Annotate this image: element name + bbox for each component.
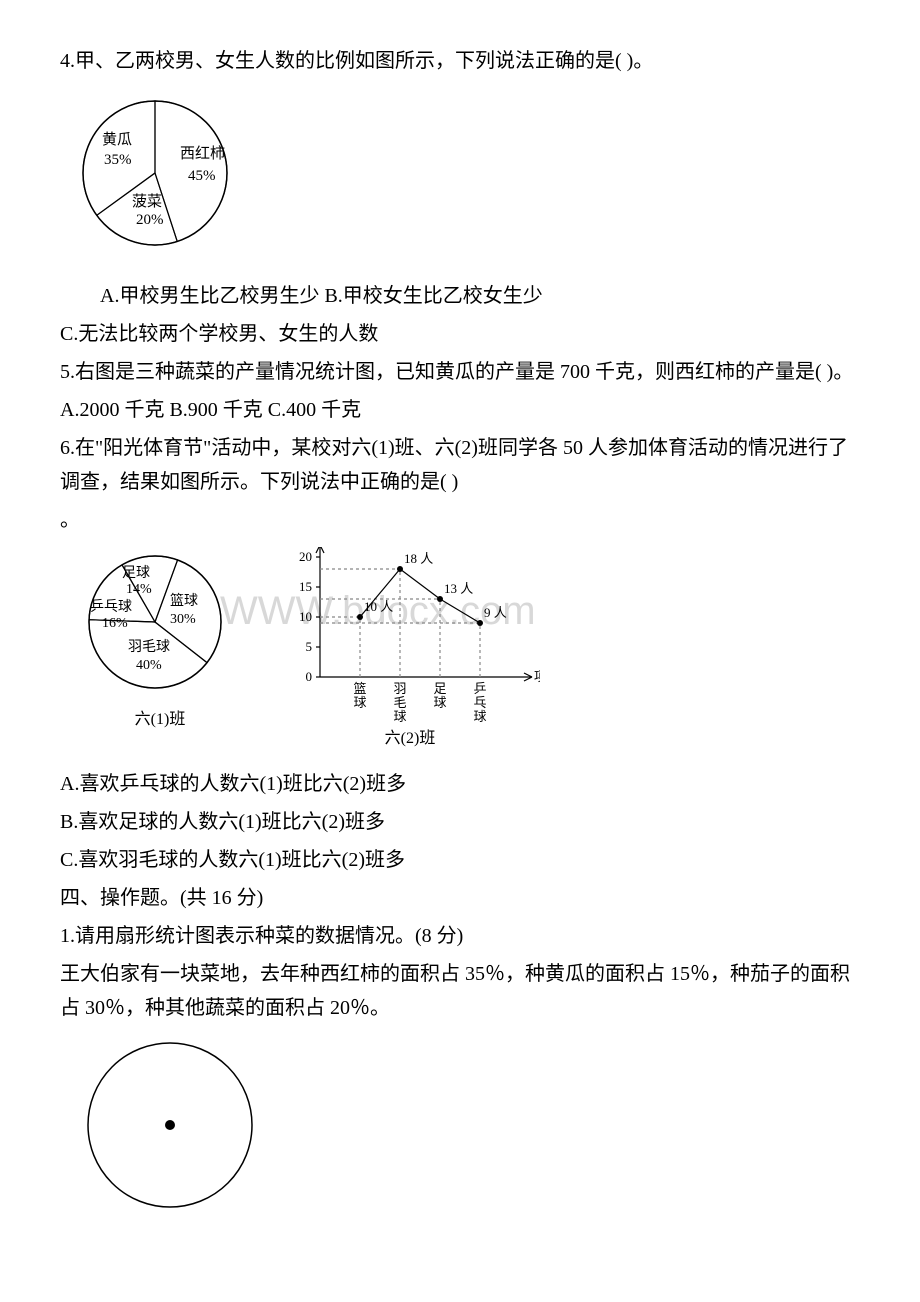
svg-text:足球: 足球: [122, 565, 150, 581]
svg-text:14%: 14%: [126, 582, 152, 597]
svg-text:篮球: 篮球: [170, 593, 198, 609]
section4-heading: 四、操作题。(共 16 分): [60, 881, 860, 915]
q6-option-b: B.喜欢足球的人数六(1)班比六(2)班多: [60, 805, 860, 839]
q4-stem: 4.甲、乙两校男、女生人数的比例如图所示，下列说法正确的是( )。: [60, 44, 860, 78]
svg-text:5: 5: [306, 639, 313, 654]
svg-text:15: 15: [299, 579, 312, 594]
q6-charts: WWW.bdocx.com 篮球30%羽毛球40%乒乓球16%足球14% 六(1…: [70, 547, 860, 757]
svg-text:40%: 40%: [136, 658, 162, 673]
q6-stem-a: 6.在"阳光体育节"活动中，某校对六(1)班、六(2)班同学各 50 人参加体育…: [60, 431, 860, 499]
svg-text:乒: 乒: [473, 681, 486, 696]
svg-text:20: 20: [299, 549, 312, 564]
q5-stem: 5.右图是三种蔬菜的产量情况统计图，已知黄瓜的产量是 700 千克，则西红柿的产…: [60, 355, 860, 389]
svg-text:9 人: 9 人: [484, 605, 507, 620]
svg-text:10 人: 10 人: [364, 599, 393, 614]
q4-option-ab: A.甲校男生比乙校男生少 B.甲校女生比乙校女生少: [60, 279, 860, 313]
svg-text:乓: 乓: [473, 695, 486, 710]
svg-text:10: 10: [299, 609, 312, 624]
svg-text:足: 足: [433, 681, 446, 696]
svg-text:六(2)班: 六(2)班: [385, 729, 436, 747]
section4-q1-stem: 1.请用扇形统计图表示种菜的数据情况。(8 分): [60, 919, 860, 953]
svg-text:球: 球: [353, 695, 366, 710]
svg-text:35%: 35%: [104, 152, 132, 168]
svg-text:乒乓球: 乒乓球: [90, 599, 132, 615]
q6-option-c: C.喜欢羽毛球的人数六(1)班比六(2)班多: [60, 843, 860, 877]
svg-text:毛: 毛: [393, 695, 406, 710]
q4-option-c: C.无法比较两个学校男、女生的人数: [60, 317, 860, 351]
q5-options: A.2000 千克 B.900 千克 C.400 千克: [60, 393, 860, 427]
class1-caption: 六(1)班: [135, 706, 186, 733]
svg-text:18 人: 18 人: [404, 551, 433, 566]
svg-text:球: 球: [433, 695, 446, 710]
section4-q1-detail: 王大伯家有一块菜地，去年种西红柿的面积占 35％，种黄瓜的面积占 15％，种茄子…: [60, 957, 860, 1025]
svg-text:球: 球: [393, 709, 406, 724]
svg-text:13 人: 13 人: [444, 581, 473, 596]
svg-text:菠菜: 菠菜: [132, 193, 162, 210]
svg-text:篮: 篮: [353, 681, 366, 696]
svg-text:黄瓜: 黄瓜: [102, 131, 132, 148]
class1-pie-block: 篮球 30%羽毛球 40% 乒乓球16% 足球14% 六(1)班: [70, 547, 250, 733]
blank-circle-chart: [70, 1035, 860, 1226]
svg-text:20%: 20%: [136, 212, 164, 228]
svg-text:球: 球: [473, 709, 486, 724]
svg-text:人数: 人数: [326, 547, 352, 548]
svg-text:西红柿: 西红柿: [180, 144, 225, 162]
q6-option-a: A.喜欢乒乓球的人数六(1)班比六(2)班多: [60, 767, 860, 801]
svg-text:项目: 项目: [534, 669, 540, 684]
q6-stem-b: 。: [60, 503, 860, 537]
svg-text:30%: 30%: [170, 612, 196, 627]
svg-text:16%: 16%: [102, 616, 128, 631]
svg-text:羽: 羽: [393, 681, 406, 696]
svg-text:45%: 45%: [188, 168, 216, 184]
svg-text:0: 0: [306, 669, 313, 684]
class2-bar-block: 人数项目0510152010 人18 人13 人9 人篮球羽毛球足球乒乓球六(2…: [280, 547, 540, 757]
svg-text:羽毛球: 羽毛球: [128, 639, 170, 655]
veg-pie-chart: 西红柿 45% 菠菜 20% 黄瓜 35%: [70, 88, 860, 269]
